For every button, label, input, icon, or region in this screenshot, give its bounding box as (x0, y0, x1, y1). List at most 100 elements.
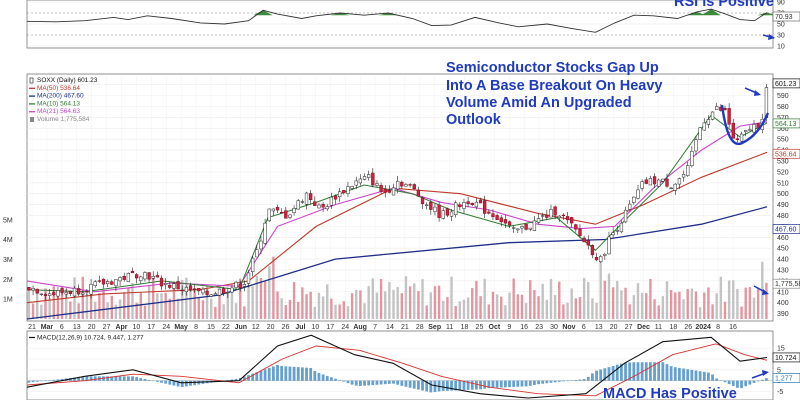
volume-bar (123, 292, 126, 319)
candle-body (325, 206, 329, 210)
candle-body (640, 181, 644, 189)
candle-body (151, 276, 155, 279)
volume-bar (60, 285, 64, 319)
rsi-callout: RSI is Positive (674, 0, 774, 10)
date-tick-label: 24 (341, 324, 349, 331)
macd-histogram-bar (731, 380, 735, 386)
candle-body (748, 129, 752, 131)
volume-bar (152, 276, 155, 319)
candle-body (623, 209, 628, 223)
volume-bar (487, 304, 491, 319)
price-tick-label: 450 (777, 246, 789, 253)
candle-body (607, 236, 611, 255)
macd-histogram-bar (81, 376, 85, 381)
candle-body (238, 283, 242, 289)
date-tick-label: 20 (88, 324, 96, 331)
macd-histogram-bar (487, 380, 491, 389)
candle-body (520, 226, 524, 229)
candle-body (242, 284, 247, 287)
volume-bar (189, 283, 192, 319)
candle-body (35, 288, 39, 294)
candle-body (251, 257, 255, 272)
volume-bar (491, 291, 495, 319)
candle-body (412, 184, 416, 190)
volume-bar (533, 290, 536, 319)
candle-body (56, 290, 60, 297)
volume-bar (379, 279, 383, 319)
volume-bar (89, 285, 93, 319)
price-last-box (772, 148, 800, 159)
candle-body (710, 111, 715, 120)
volume-bar (301, 287, 304, 319)
volume-bar (176, 298, 180, 319)
macd-histogram-bar (744, 380, 748, 387)
volume-tick-label: 4M (3, 237, 13, 244)
candle-body (184, 287, 189, 293)
volume-bar (131, 283, 134, 319)
volume-last-box (772, 278, 800, 289)
date-tick-label: May (174, 324, 188, 331)
macd-histogram-bar (607, 367, 611, 381)
candle-body (68, 290, 73, 294)
price-tick-label: 530 (777, 158, 789, 165)
rsi-tick-label: 30 (777, 33, 785, 40)
volume-bar (73, 277, 76, 319)
volume-bar (247, 284, 250, 319)
volume-bar (616, 280, 619, 319)
volume-bar (404, 276, 408, 319)
price-tick-label: 480 (777, 213, 789, 220)
macd-histogram-bar (242, 376, 246, 381)
macd-histogram-bar (321, 374, 325, 381)
candle-body (503, 219, 508, 224)
date-tick-label: 27 (625, 324, 633, 331)
macd-histogram-bar (35, 380, 39, 382)
macd-histogram-bar (620, 363, 623, 381)
volume-bar (367, 286, 370, 319)
macd-last-label: 1.277 (775, 375, 793, 382)
macd-histogram-bar (503, 380, 507, 388)
volume-bar (545, 299, 549, 319)
volume-bar (330, 298, 333, 319)
macd-histogram-bar (760, 379, 764, 381)
candle-body (275, 207, 280, 211)
volume-bar (682, 299, 685, 319)
date-tick-label: 11 (446, 324, 453, 331)
volume-bar (549, 278, 553, 319)
candle-body (474, 201, 479, 208)
volume-bar (135, 302, 138, 319)
macd-histogram-bar (139, 378, 143, 381)
macd-histogram-bar (719, 380, 723, 381)
volume-bar (243, 306, 246, 319)
macd-histogram-bar (168, 380, 172, 385)
date-tick-label: Dec (637, 324, 650, 331)
volume-bar (562, 304, 565, 319)
macd-histogram-bar (562, 380, 565, 382)
candle-body (122, 275, 126, 280)
candle-body (155, 275, 160, 278)
macd-histogram-bar (131, 376, 134, 381)
macd-histogram-bar (342, 380, 346, 382)
candle-body (648, 178, 653, 186)
macd-tick-label: 5 (777, 367, 781, 374)
candle-body (441, 210, 445, 219)
volume-bar (355, 289, 358, 319)
macd-histogram-bar (383, 380, 387, 385)
macd-histogram-bar (445, 380, 449, 391)
macd-histogram-bar (466, 380, 470, 390)
date-tick-label: 21 (401, 324, 409, 331)
macd-histogram-bar (31, 380, 35, 383)
candle-body (400, 181, 404, 187)
candle-body (300, 201, 305, 203)
macd-histogram-bar (736, 380, 739, 388)
candle-body (164, 283, 168, 285)
price-tick-label: 560 (777, 126, 789, 133)
volume-bar (305, 294, 308, 319)
macd-arrow (751, 370, 769, 379)
volume-bar (495, 294, 499, 319)
candle-body (495, 215, 499, 220)
volume-bar (715, 293, 718, 319)
candle-body (222, 288, 226, 294)
macd-histogram-bar (462, 380, 466, 391)
date-tick-label: 28 (416, 324, 424, 331)
volume-bar (276, 291, 279, 319)
